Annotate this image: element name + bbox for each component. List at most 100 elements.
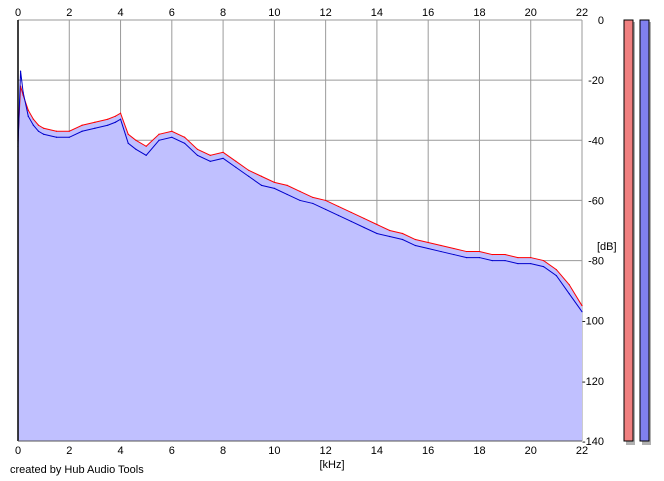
data-point xyxy=(530,256,532,259)
data-point xyxy=(135,139,137,141)
data-point xyxy=(440,244,442,247)
data-point xyxy=(37,130,40,132)
x-tick-label-top: 2 xyxy=(66,7,72,19)
data-point xyxy=(478,256,481,259)
x-tick-label-bottom: 6 xyxy=(169,445,175,457)
data-point xyxy=(68,130,70,132)
x-tick-label-top: 20 xyxy=(525,7,537,19)
data-point xyxy=(114,115,117,117)
data-point xyxy=(286,184,288,186)
data-point xyxy=(401,232,404,235)
data-point xyxy=(196,154,199,156)
data-point xyxy=(568,284,570,286)
data-point xyxy=(27,109,29,111)
data-point xyxy=(196,148,199,150)
data-point xyxy=(517,256,519,259)
x-ticks-top: 0 2 4 6 8 10 12 14 16 18 20 22 xyxy=(15,7,588,19)
x-tick-label-top: 10 xyxy=(268,7,280,19)
data-point xyxy=(37,124,40,126)
level-meter-0 xyxy=(623,19,634,442)
data-point xyxy=(107,118,109,120)
data-point xyxy=(135,148,137,150)
data-point xyxy=(248,169,250,171)
data-point xyxy=(299,190,301,193)
data-point xyxy=(260,184,263,186)
y-tick-label: -120 xyxy=(582,376,604,388)
data-point xyxy=(81,130,83,132)
data-point xyxy=(312,196,314,199)
data-point xyxy=(466,250,468,253)
data-point xyxy=(414,238,416,241)
data-point xyxy=(32,124,34,126)
data-point xyxy=(363,226,365,229)
y-tick-label: -20 xyxy=(588,75,604,87)
data-point xyxy=(581,311,583,313)
data-point xyxy=(184,136,186,138)
x-tick-label-bottom: 0 xyxy=(15,445,21,457)
x-tick-label-top: 12 xyxy=(320,7,332,19)
data-point xyxy=(555,268,557,271)
data-point xyxy=(260,175,263,177)
x-tick-label-bottom: 2 xyxy=(66,445,72,457)
data-point xyxy=(171,136,173,138)
x-tick-label-bottom: 20 xyxy=(525,445,537,457)
data-point xyxy=(389,235,391,238)
data-point xyxy=(542,265,545,268)
x-tick-label-bottom: 8 xyxy=(220,445,226,457)
data-point xyxy=(94,127,96,129)
data-point xyxy=(119,118,122,120)
data-point xyxy=(27,115,29,117)
credit-text: created by Hub Audio Tools xyxy=(10,464,144,476)
spectrum-area xyxy=(18,86,582,442)
data-point xyxy=(376,232,378,235)
x-tick-label-bottom: 18 xyxy=(473,445,485,457)
data-point xyxy=(337,214,340,217)
y-tick-label: 0 xyxy=(598,15,604,27)
data-point xyxy=(119,112,122,114)
x-tick-label-top: 22 xyxy=(576,7,588,19)
data-point xyxy=(491,253,493,256)
x-tick-label-top: 16 xyxy=(422,7,434,19)
data-point xyxy=(43,127,45,129)
data-point xyxy=(299,199,301,202)
data-point xyxy=(466,256,468,259)
data-point xyxy=(337,205,340,208)
x-tick-label-bottom: 12 xyxy=(320,445,332,457)
data-point xyxy=(325,199,327,202)
data-point xyxy=(273,181,275,183)
x-tick-label-top: 18 xyxy=(473,7,485,19)
data-point xyxy=(158,139,160,141)
level-meters xyxy=(623,19,651,445)
data-point xyxy=(453,247,455,250)
x-tick-label-bottom: 14 xyxy=(371,445,383,457)
y-tick-label: -80 xyxy=(588,256,604,268)
data-point xyxy=(145,145,147,147)
x-tick-label-top: 0 xyxy=(15,7,21,19)
data-point xyxy=(114,121,117,123)
data-point xyxy=(184,142,186,144)
data-point xyxy=(273,187,275,189)
x-axis-label: [kHz] xyxy=(319,459,344,471)
data-point xyxy=(350,220,352,223)
data-point xyxy=(145,154,147,156)
data-point xyxy=(491,259,493,262)
data-point xyxy=(209,154,211,156)
x-tick-label-bottom: 4 xyxy=(117,445,123,457)
y-tick-label: -40 xyxy=(588,135,604,147)
x-tick-label-bottom: 16 xyxy=(422,445,434,457)
data-point xyxy=(555,275,557,277)
data-point xyxy=(55,136,58,138)
data-point xyxy=(530,262,532,265)
data-point xyxy=(81,124,83,126)
data-point xyxy=(478,250,481,253)
data-point xyxy=(581,305,583,307)
data-point xyxy=(248,175,250,177)
data-point xyxy=(312,202,314,205)
x-tick-label-top: 6 xyxy=(169,7,175,19)
data-point xyxy=(427,241,429,244)
data-point xyxy=(209,160,211,162)
data-point xyxy=(55,130,58,132)
data-point xyxy=(350,211,352,214)
data-point xyxy=(542,259,545,262)
